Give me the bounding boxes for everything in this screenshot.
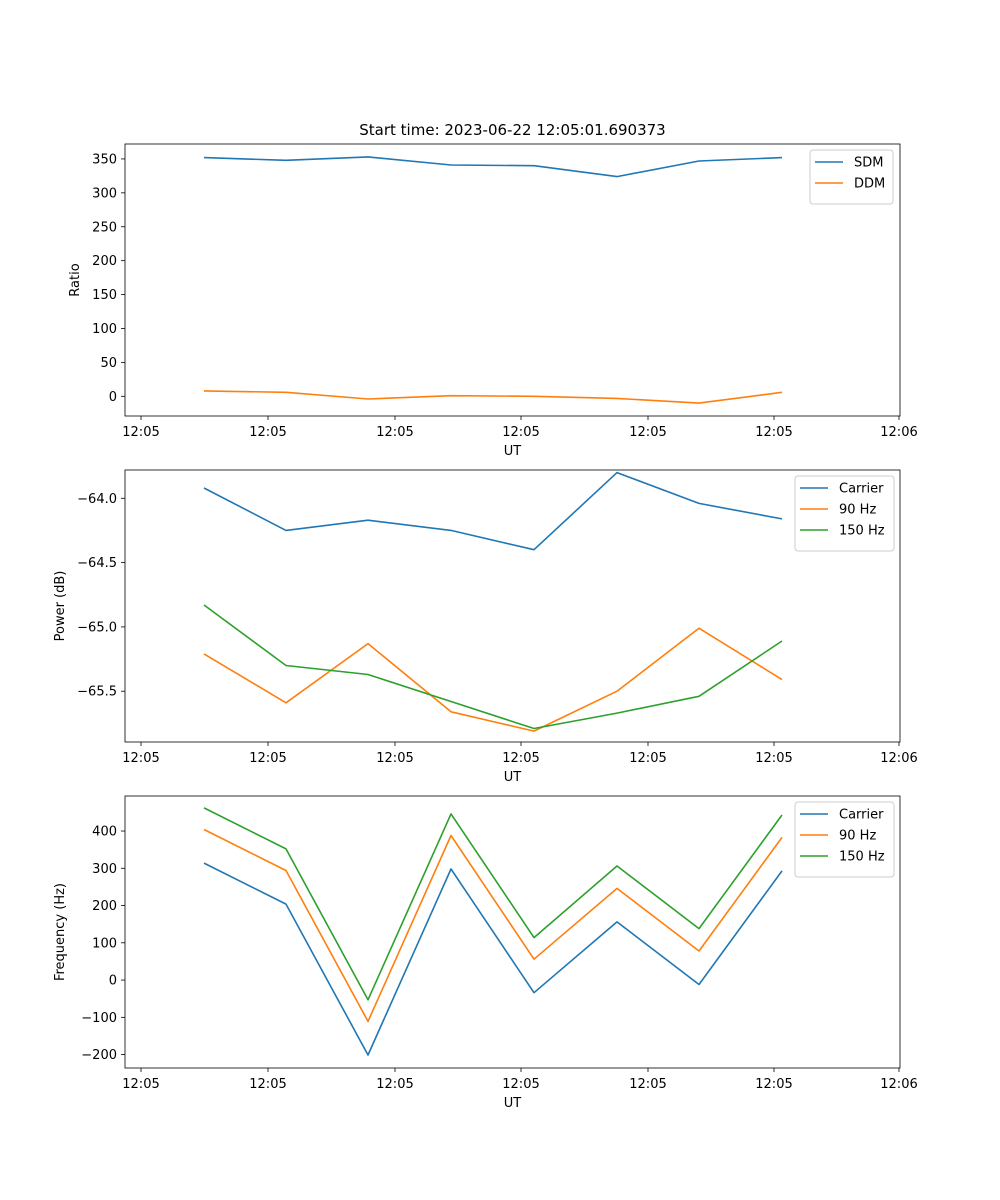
x-tick-label: 12:06 bbox=[880, 425, 917, 440]
x-tick-label: 12:05 bbox=[502, 1077, 539, 1092]
y-tick-label: 350 bbox=[92, 152, 117, 167]
series-line-150-hz bbox=[203, 604, 783, 730]
x-tick-label: 12:05 bbox=[629, 751, 666, 766]
legend-label: Carrier bbox=[839, 482, 884, 497]
legend-label: 150 Hz bbox=[839, 524, 885, 539]
x-tick-label: 12:05 bbox=[376, 1077, 413, 1092]
axes-frame bbox=[124, 469, 901, 743]
y-tick-label: 200 bbox=[92, 254, 117, 269]
chart-panel-2: −65.5 −65.0 −64.5 −64.0 12:05 12:05 12:05 12:05… bbox=[53, 469, 918, 785]
chart-panel-3: −200 −100 0 100 200 300 400 12:05 12:05 12:05 12:0… bbox=[53, 795, 918, 1111]
y-tick-label: 50 bbox=[100, 356, 117, 371]
x-axis-label: UT bbox=[504, 444, 522, 459]
y-axis-label: Power (dB) bbox=[53, 571, 68, 642]
x-tick-label: 12:05 bbox=[755, 1077, 792, 1092]
legend-label: 90 Hz bbox=[839, 503, 876, 518]
chart-panel-1: Start time: 2023-06-22 12:05:01.690373 0 5… bbox=[68, 121, 918, 459]
axes-frame bbox=[124, 143, 901, 417]
legend-label: 90 Hz bbox=[839, 829, 876, 844]
y-tick-label: 0 bbox=[109, 974, 117, 989]
x-tick-label: 12:05 bbox=[249, 1077, 286, 1092]
x-tick-label: 12:05 bbox=[122, 751, 159, 766]
y-tick-label: −200 bbox=[81, 1048, 117, 1063]
chart-title: Start time: 2023-06-22 12:05:01.690373 bbox=[359, 121, 665, 139]
x-tick-label: 12:05 bbox=[376, 751, 413, 766]
y-tick-label: 100 bbox=[92, 322, 117, 337]
x-tick-label: 12:05 bbox=[122, 425, 159, 440]
axes-frame bbox=[124, 795, 901, 1069]
y-tick-label: 150 bbox=[92, 288, 117, 303]
legend: Carrier 90 Hz 150 Hz bbox=[794, 801, 895, 878]
series-line-ddm bbox=[203, 390, 783, 404]
series-line-90-hz bbox=[203, 627, 783, 732]
x-tick-label: 12:05 bbox=[629, 425, 666, 440]
legend-box bbox=[794, 801, 895, 878]
x-tick-label: 12:05 bbox=[502, 425, 539, 440]
legend-box bbox=[809, 149, 894, 205]
legend: SDM DDM bbox=[809, 149, 894, 205]
series-line-carrier bbox=[203, 471, 783, 551]
series-line-carrier bbox=[203, 862, 783, 1056]
y-tick-label: −100 bbox=[81, 1011, 117, 1026]
x-tick-label: 12:05 bbox=[122, 1077, 159, 1092]
y-tick-label: 100 bbox=[92, 936, 117, 951]
x-tick-label: 12:05 bbox=[249, 425, 286, 440]
x-tick-label: 12:05 bbox=[376, 425, 413, 440]
x-tick-label: 12:06 bbox=[880, 751, 917, 766]
y-tick-label: 300 bbox=[92, 186, 117, 201]
legend-label: 150 Hz bbox=[839, 850, 885, 865]
series-line-90-hz bbox=[203, 828, 783, 1023]
x-tick-label: 12:05 bbox=[755, 751, 792, 766]
y-tick-label: −64.5 bbox=[77, 556, 117, 571]
y-tick-label: 300 bbox=[92, 862, 117, 877]
x-axis-label: UT bbox=[504, 1096, 522, 1111]
legend-box bbox=[794, 475, 895, 552]
series-line-150-hz bbox=[203, 807, 783, 1001]
series-line-sdm bbox=[203, 156, 783, 178]
legend-label: Carrier bbox=[839, 808, 884, 823]
y-tick-label: 400 bbox=[92, 825, 117, 840]
y-axis-label: Ratio bbox=[68, 263, 83, 296]
legend: Carrier 90 Hz 150 Hz bbox=[794, 475, 895, 552]
y-tick-label: −65.5 bbox=[77, 685, 117, 700]
x-tick-label: 12:05 bbox=[502, 751, 539, 766]
legend-label: SDM bbox=[854, 156, 883, 171]
x-axis-label: UT bbox=[504, 770, 522, 785]
y-tick-label: −65.0 bbox=[77, 620, 117, 635]
legend-label: DDM bbox=[854, 177, 885, 192]
y-tick-label: 0 bbox=[109, 390, 117, 405]
y-tick-label: 250 bbox=[92, 220, 117, 235]
x-tick-label: 12:05 bbox=[755, 425, 792, 440]
y-tick-label: 200 bbox=[92, 899, 117, 914]
y-axis-label: Frequency (Hz) bbox=[53, 883, 68, 981]
x-tick-label: 12:05 bbox=[249, 751, 286, 766]
x-tick-label: 12:06 bbox=[880, 1077, 917, 1092]
y-tick-label: −64.0 bbox=[77, 492, 117, 507]
x-tick-label: 12:05 bbox=[629, 1077, 666, 1092]
